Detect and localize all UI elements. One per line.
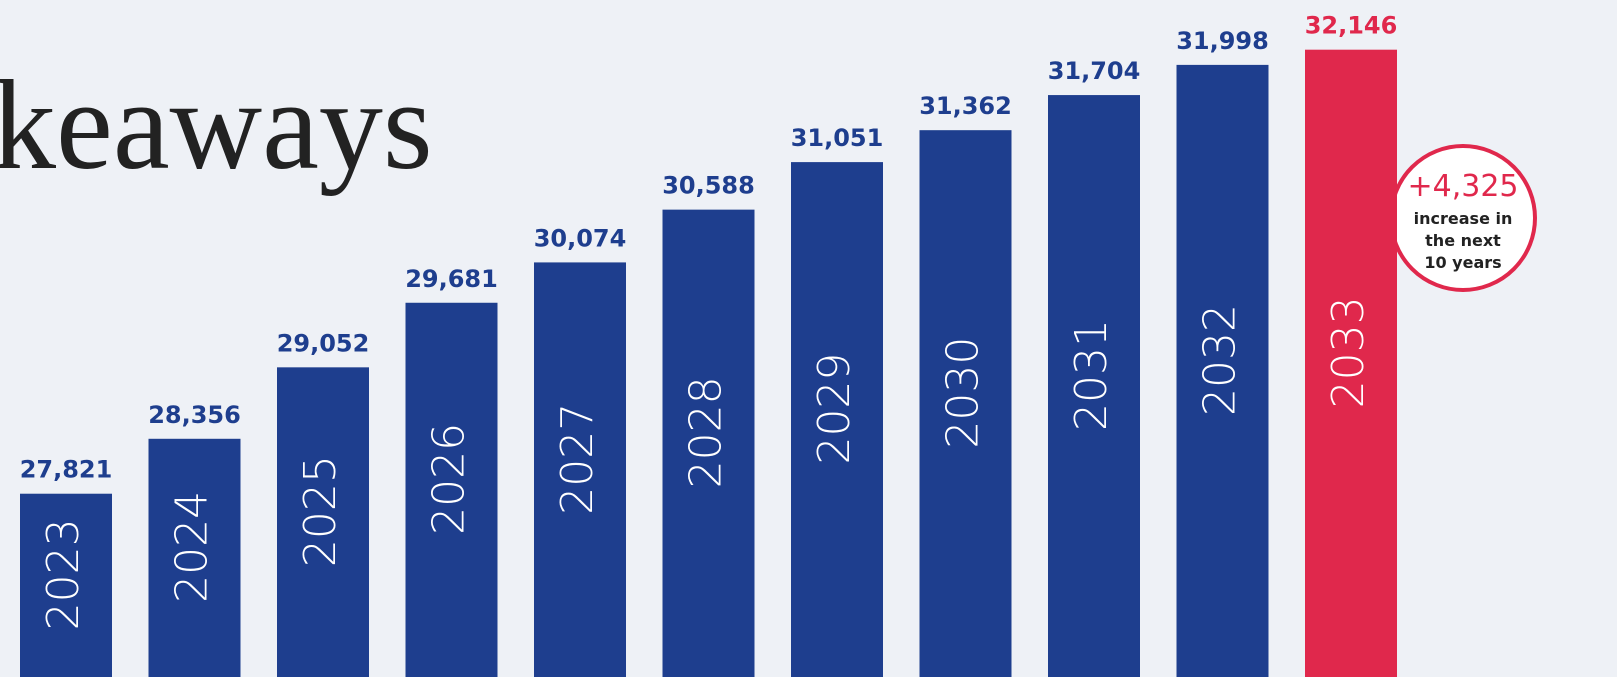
bar (1176, 64, 1269, 677)
value-label: 30,588 (662, 172, 755, 200)
value-label: 29,681 (405, 265, 498, 293)
x-tick-label: 2033 (1323, 296, 1374, 408)
x-tick-label: 2024 (167, 491, 218, 603)
bar (148, 438, 241, 677)
bar (1305, 49, 1397, 677)
x-tick-label: 2029 (809, 353, 860, 465)
bar (405, 302, 498, 677)
bar (919, 130, 1012, 677)
bar (20, 493, 112, 677)
annotation-line: 10 years (1424, 253, 1501, 272)
bar (277, 367, 369, 677)
value-label: 31,051 (791, 124, 884, 152)
bar (534, 262, 626, 677)
bar (791, 162, 883, 677)
bar (1048, 95, 1140, 677)
annotation-line: increase in (1414, 209, 1513, 228)
value-label: 31,998 (1176, 27, 1269, 55)
annotation-line: the next (1425, 231, 1501, 250)
x-tick-label: 2028 (681, 376, 732, 488)
value-label: 32,146 (1305, 12, 1398, 40)
value-label: 28,356 (148, 401, 241, 429)
value-label: 31,362 (919, 92, 1012, 120)
value-label: 29,052 (277, 329, 370, 357)
x-tick-label: 2032 (1195, 304, 1246, 416)
x-tick-label: 2026 (424, 423, 475, 535)
x-tick-label: 2031 (1066, 319, 1117, 431)
x-tick-label: 2030 (938, 337, 989, 449)
value-label: 27,821 (20, 456, 113, 484)
x-tick-label: 2023 (38, 518, 89, 630)
x-tick-label: 2027 (552, 403, 603, 515)
annotation-headline: +4,325 (1407, 169, 1518, 204)
x-tick-label: 2025 (295, 455, 346, 567)
value-label: 30,074 (534, 224, 627, 252)
bar (662, 209, 755, 677)
chart-title: keaways (0, 54, 433, 196)
value-label: 31,704 (1048, 57, 1141, 85)
